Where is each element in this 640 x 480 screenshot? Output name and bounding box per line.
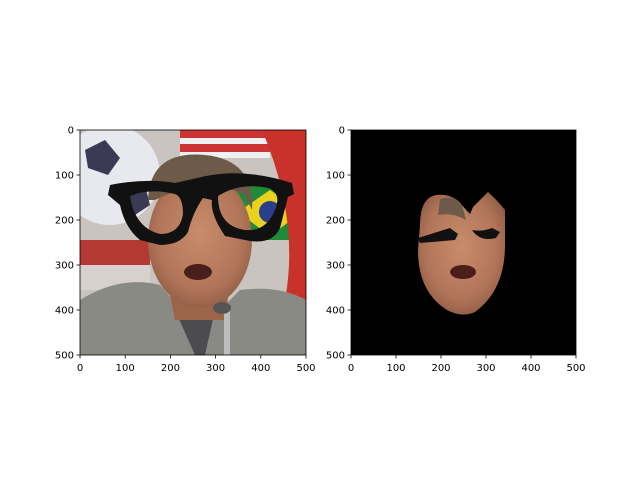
y-tick-label: 500 bbox=[326, 351, 345, 362]
y-tick-label: 300 bbox=[326, 261, 345, 272]
x-tick-label: 0 bbox=[348, 363, 354, 374]
y-tick-label: 100 bbox=[326, 171, 345, 182]
y-tick-label: 0 bbox=[68, 126, 74, 137]
x-tick-label: 300 bbox=[206, 363, 225, 374]
x-tick-label: 100 bbox=[386, 363, 405, 374]
axes-frame bbox=[79, 129, 307, 356]
x-tick-label: 400 bbox=[251, 363, 270, 374]
y-tick-label: 400 bbox=[326, 306, 345, 317]
left-image bbox=[80, 130, 306, 355]
x-tick-label: 500 bbox=[296, 363, 315, 374]
x-tick-label: 200 bbox=[161, 363, 180, 374]
y-tick-label: 200 bbox=[55, 216, 74, 227]
y-tick-label: 500 bbox=[55, 351, 74, 362]
y-tick-label: 0 bbox=[339, 126, 345, 137]
x-tick-label: 500 bbox=[566, 363, 585, 374]
y-tick-label: 100 bbox=[55, 171, 74, 182]
x-tick-label: 100 bbox=[116, 363, 135, 374]
right-image bbox=[351, 130, 576, 355]
axes-frame bbox=[350, 129, 577, 356]
y-tick-label: 400 bbox=[55, 306, 74, 317]
x-tick-label: 200 bbox=[431, 363, 450, 374]
x-tick-label: 0 bbox=[77, 363, 83, 374]
x-tick-label: 400 bbox=[521, 363, 540, 374]
x-tick-label: 300 bbox=[476, 363, 495, 374]
y-tick-label: 200 bbox=[326, 216, 345, 227]
y-tick-label: 300 bbox=[55, 261, 74, 272]
